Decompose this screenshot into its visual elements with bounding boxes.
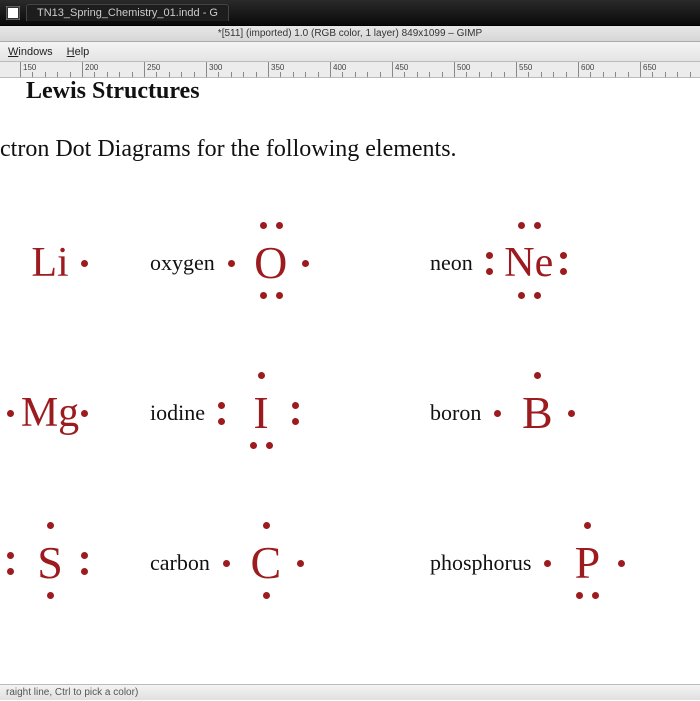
grid-cell: iodine I [150,371,430,455]
electron-dot [250,442,257,449]
element-label: carbon [150,550,210,576]
page-subtitle: ctron Dot Diagrams for the following ele… [0,136,457,163]
lewis-diagram: O [229,221,313,305]
electron-dot [81,552,88,559]
element-label: boron [430,400,481,426]
electron-dot [276,222,283,229]
electron-dot [494,410,501,417]
electron-dot [486,268,493,275]
grid-cell: Li [0,221,150,305]
electron-dot [263,522,270,529]
electron-dot [584,522,591,529]
electron-dot [7,552,14,559]
element-symbol: P [575,540,601,586]
grid-cell: phosphorus P [430,521,680,605]
os-titlebar: TN13_Spring_Chemistry_01.indd - G [0,0,700,26]
electron-dot [618,560,625,567]
electron-dot [47,522,54,529]
electron-dot [7,568,14,575]
electron-dot [223,560,230,567]
horizontal-ruler: 150200250300350400450500550600650700 [0,62,700,78]
electron-dot [544,560,551,567]
background-app-tab[interactable]: TN13_Spring_Chemistry_01.indd - G [26,4,229,21]
lewis-diagram: Li [8,221,92,305]
gimp-statusbar: raight line, Ctrl to pick a color) [0,684,700,700]
page-title: Lewis Structures [26,78,200,105]
electron-dot [518,222,525,229]
electron-dot [534,292,541,299]
electron-dot [218,402,225,409]
electron-dot [302,260,309,267]
element-symbol: S [37,540,63,586]
element-symbol: I [253,390,268,436]
electron-dot [7,410,14,417]
element-label: oxygen [150,250,215,276]
electron-dot [260,292,267,299]
gimp-menubar: Windows Help [0,42,700,62]
electron-dot [81,260,88,267]
electron-dot [592,592,599,599]
grid-cell: Mg [0,371,150,455]
electron-dot [263,592,270,599]
grid-cell: carbon C [150,521,430,605]
lewis-diagram: I [219,371,303,455]
electron-dot [218,418,225,425]
electron-dot [266,442,273,449]
app-icon [6,6,20,20]
electron-dot [568,410,575,417]
electron-dot [260,222,267,229]
lewis-diagram: P [545,521,629,605]
element-label: phosphorus [430,550,531,576]
electron-dot [228,260,235,267]
menu-windows[interactable]: Windows [8,46,53,58]
element-symbol: Li [31,242,68,284]
electron-dot [560,252,567,259]
lewis-diagram: C [224,521,308,605]
electron-dot [534,222,541,229]
element-symbol: B [522,390,553,436]
grid-cell: oxygen O [150,221,430,305]
menu-help[interactable]: Help [67,46,90,58]
electron-dot [518,292,525,299]
electron-dot [292,418,299,425]
element-symbol: Ne [504,242,553,284]
lewis-diagram: Ne [487,221,571,305]
lewis-diagram: S [8,521,92,605]
gimp-window-title: *[511] (imported) 1.0 (RGB color, 1 laye… [0,26,700,42]
electron-dot [47,592,54,599]
grid-cell: neon Ne [430,221,680,305]
lewis-grid: Li oxygen Oneon Ne Mg iodine Iboron B Scarbon Cph… [0,188,680,638]
lewis-diagram: Mg [8,371,92,455]
element-label: iodine [150,400,205,426]
grid-cell: S [0,521,150,605]
electron-dot [276,292,283,299]
electron-dot [81,568,88,575]
lewis-diagram: B [495,371,579,455]
electron-dot [292,402,299,409]
electron-dot [534,372,541,379]
electron-dot [486,252,493,259]
grid-cell: boron B [430,371,680,455]
element-symbol: Mg [21,392,79,434]
gimp-canvas[interactable]: Lewis Structures ctron Dot Diagrams for … [0,78,700,684]
electron-dot [560,268,567,275]
electron-dot [297,560,304,567]
electron-dot [258,372,265,379]
element-label: neon [430,250,473,276]
electron-dot [81,410,88,417]
element-symbol: C [251,540,282,586]
element-symbol: O [254,240,287,286]
electron-dot [576,592,583,599]
